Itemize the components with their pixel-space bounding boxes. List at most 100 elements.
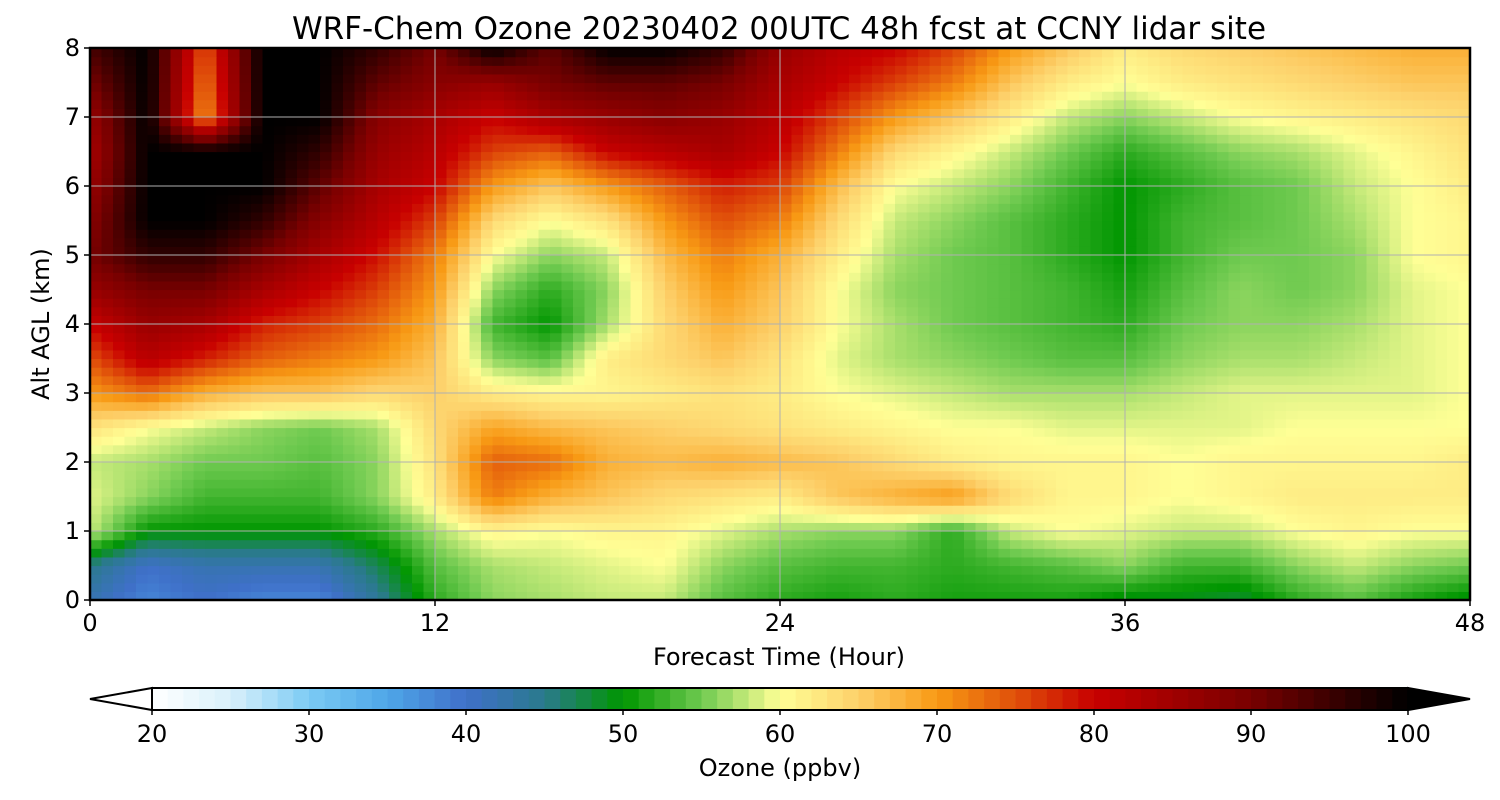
heatmap-cell — [872, 444, 885, 454]
heatmap-cell — [929, 427, 942, 437]
heatmap-cell — [1355, 574, 1368, 584]
heatmap-cell — [1205, 591, 1218, 601]
heatmap-cell — [630, 548, 643, 558]
heatmap-cell — [251, 315, 264, 325]
heatmap-cell — [814, 418, 827, 429]
heatmap-cell — [136, 444, 149, 454]
heatmap-cell — [101, 427, 114, 437]
heatmap-cell — [1194, 418, 1207, 429]
heatmap-cell — [860, 315, 873, 325]
heatmap-cell — [389, 375, 402, 385]
heatmap-cell — [987, 263, 1000, 273]
heatmap-cell — [1056, 548, 1069, 558]
heatmap-cell — [1010, 496, 1023, 506]
heatmap-cell — [216, 444, 229, 454]
heatmap-cell — [688, 306, 701, 316]
heatmap-cell — [1217, 574, 1230, 584]
heatmap-cell — [1228, 436, 1241, 446]
heatmap-cell — [343, 263, 356, 273]
heatmap-cell — [872, 410, 885, 420]
heatmap-cell — [619, 349, 632, 360]
heatmap-cell — [228, 548, 241, 558]
heatmap-cell — [285, 306, 298, 316]
heatmap-cell — [929, 384, 942, 394]
heatmap-cell — [711, 410, 724, 420]
heatmap-cell — [1320, 496, 1333, 506]
heatmap-cell — [964, 272, 977, 282]
heatmap-cell — [607, 289, 620, 299]
heatmap-cell — [1102, 531, 1115, 541]
heatmap-cell — [538, 324, 551, 334]
heatmap-cell — [320, 453, 333, 463]
heatmap-cell — [124, 315, 137, 325]
heatmap-cell — [1274, 505, 1287, 515]
heatmap-cell — [1412, 565, 1425, 575]
heatmap-cell — [1228, 263, 1241, 273]
heatmap-cell — [262, 479, 275, 489]
heatmap-cell — [688, 487, 701, 498]
heatmap-cell — [492, 479, 505, 489]
heatmap-cell — [1458, 375, 1471, 385]
heatmap-cell — [676, 479, 689, 489]
heatmap-cell — [1033, 393, 1046, 403]
heatmap-cell — [492, 427, 505, 437]
heatmap-cell — [113, 487, 126, 498]
heatmap-cell — [320, 548, 333, 558]
heatmap-cell — [849, 375, 862, 385]
heatmap-cell — [1355, 479, 1368, 489]
heatmap-cell — [1355, 367, 1368, 377]
heatmap-cell — [1125, 453, 1138, 463]
heatmap-cell — [964, 479, 977, 489]
heatmap-cell — [1090, 565, 1103, 575]
heatmap-cell — [216, 324, 229, 334]
heatmap-cell — [584, 289, 597, 299]
heatmap-cell — [1332, 280, 1345, 291]
heatmap-cell — [998, 479, 1011, 489]
heatmap-cell — [1079, 436, 1092, 446]
heatmap-cell — [538, 462, 551, 472]
heatmap-cell — [527, 315, 540, 325]
heatmap-cell — [1136, 263, 1149, 273]
heatmap-cell — [216, 280, 229, 291]
heatmap-cell — [1320, 531, 1333, 541]
heatmap-cell — [285, 237, 298, 247]
heatmap-cell — [101, 246, 114, 256]
heatmap-cell — [1355, 453, 1368, 463]
heatmap-cell — [1159, 298, 1172, 308]
heatmap-cell — [124, 539, 137, 549]
heatmap-cell — [1435, 367, 1448, 377]
heatmap-cell — [400, 531, 413, 541]
heatmap-cell — [584, 531, 597, 541]
heatmap-cell — [860, 462, 873, 472]
heatmap-cell — [860, 591, 873, 601]
heatmap-cell — [205, 358, 218, 368]
heatmap-cell — [320, 289, 333, 299]
heatmap-cell — [987, 418, 1000, 429]
heatmap-cell — [147, 462, 160, 472]
heatmap-cell — [101, 591, 114, 601]
heatmap-cell — [1033, 255, 1046, 265]
heatmap-cell — [1217, 548, 1230, 558]
heatmap-cell — [561, 539, 574, 549]
heatmap-cell — [1010, 565, 1023, 575]
heatmap-cell — [1044, 349, 1057, 360]
heatmap-cell — [711, 582, 724, 592]
heatmap-cell — [998, 522, 1011, 532]
heatmap-cell — [1033, 548, 1046, 558]
heatmap-cell — [239, 272, 252, 282]
heatmap-cell — [1217, 582, 1230, 592]
heatmap-cell — [1458, 341, 1471, 351]
heatmap-cell — [1424, 272, 1437, 282]
heatmap-cell — [170, 341, 183, 351]
heatmap-cell — [412, 582, 425, 592]
heatmap-cell — [458, 358, 471, 368]
heatmap-cell — [987, 401, 1000, 411]
heatmap-cell — [768, 384, 781, 394]
heatmap-cell — [412, 384, 425, 394]
heatmap-cell — [1228, 375, 1241, 385]
heatmap-cell — [147, 401, 160, 411]
heatmap-cell — [469, 324, 482, 334]
heatmap-cell — [136, 462, 149, 472]
heatmap-cell — [458, 582, 471, 592]
heatmap-cell — [228, 487, 241, 498]
